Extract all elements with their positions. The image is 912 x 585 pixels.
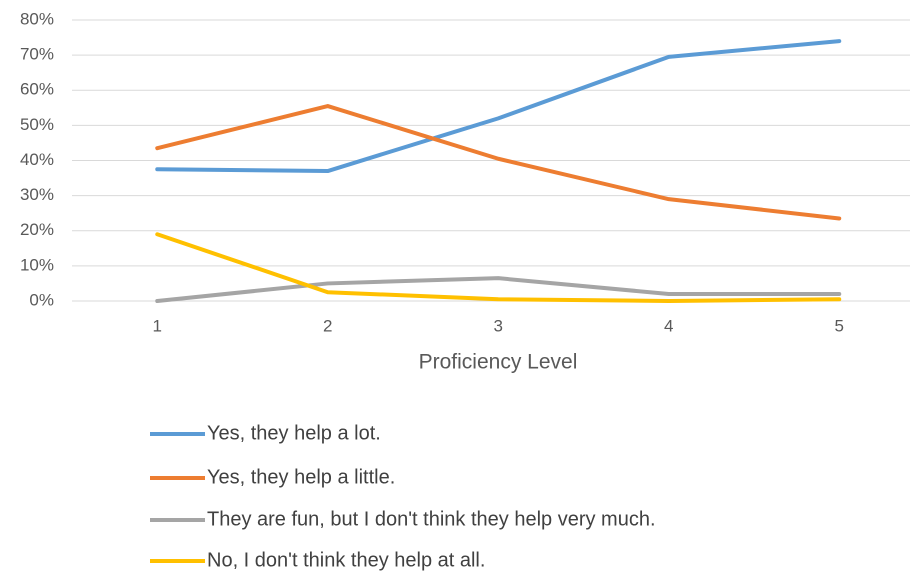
y-tick-label: 80%	[20, 9, 54, 28]
y-tick-label: 60%	[20, 80, 54, 99]
y-tick-label: 50%	[20, 115, 54, 134]
x-tick-label: 2	[323, 316, 332, 335]
series-line	[155, 276, 842, 303]
y-tick-label: 40%	[20, 150, 54, 169]
x-axis-title: Proficiency Level	[419, 351, 578, 374]
legend-label: They are fun, but I don't think they hel…	[207, 508, 656, 530]
y-tick-label: 0%	[29, 290, 54, 309]
series-line	[155, 232, 842, 303]
legend-label: Yes, they help a lot.	[207, 422, 381, 444]
y-tick-label: 10%	[20, 255, 54, 274]
legend-label: Yes, they help a little.	[207, 466, 395, 488]
x-tick-label: 1	[153, 316, 162, 335]
x-tick-label: 4	[664, 316, 673, 335]
legend-label: No, I don't think they help at all.	[207, 549, 485, 571]
series-line	[155, 104, 842, 221]
x-tick-label: 3	[494, 316, 503, 335]
y-tick-label: 30%	[20, 185, 54, 204]
y-tick-label: 20%	[20, 220, 54, 239]
y-tick-label: 70%	[20, 45, 54, 64]
series-line	[155, 39, 842, 174]
x-tick-label: 5	[835, 316, 844, 335]
